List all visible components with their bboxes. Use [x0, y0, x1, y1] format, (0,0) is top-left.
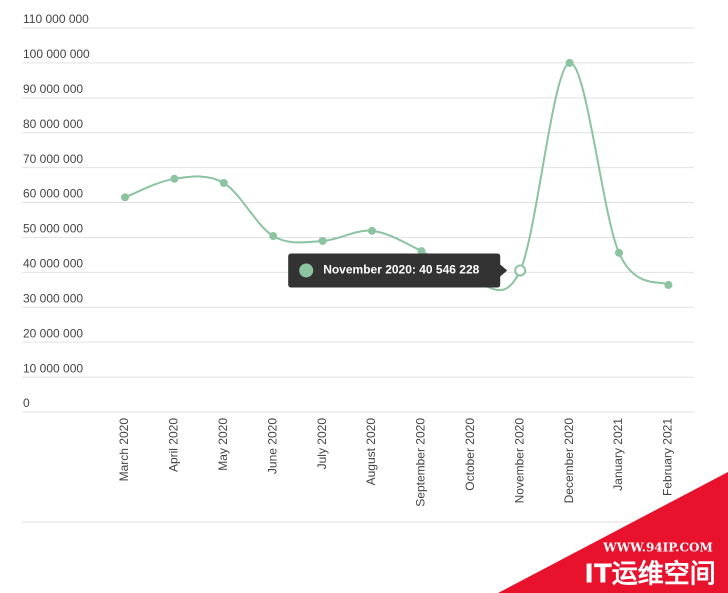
x-tick-label: April 2020 — [167, 418, 181, 472]
x-tick-label: October 2020 — [463, 418, 477, 491]
tooltip-swatch — [299, 263, 314, 278]
x-tick-label: January 2021 — [611, 418, 625, 491]
data-point — [121, 193, 129, 202]
x-tick-label: July 2020 — [315, 418, 329, 470]
x-tick-label: March 2020 — [117, 418, 131, 482]
y-tick-label: 60 000 000 — [23, 187, 83, 201]
data-point — [664, 280, 673, 289]
x-tick-label: August 2020 — [364, 418, 378, 486]
x-tick-label: February 2021 — [661, 418, 675, 496]
data-point — [368, 226, 376, 235]
x-tick-label: December 2020 — [562, 418, 576, 504]
x-tick-label: November 2020 — [512, 418, 526, 504]
data-point — [514, 264, 527, 277]
data-point — [615, 248, 623, 257]
tooltip-text: November 2020: 40 546 228 — [323, 263, 479, 277]
y-tick-label: 110 000 000 — [23, 12, 89, 26]
x-tick-label: June 2020 — [265, 418, 279, 474]
tooltip-box — [288, 253, 508, 288]
data-point — [318, 236, 327, 245]
y-tick-label: 80 000 000 — [23, 117, 83, 131]
x-tick-label: May 2020 — [216, 418, 230, 471]
watermark-name: IT运维空间 — [584, 559, 715, 590]
y-tick-label: 100 000 000 — [23, 47, 90, 61]
data-point — [170, 174, 179, 183]
data-point — [565, 58, 574, 67]
watermark-badge — [498, 472, 728, 593]
y-tick-label: 90 000 000 — [23, 82, 83, 96]
y-tick-label: 50 000 000 — [23, 222, 83, 236]
y-tick-label: 40 000 000 — [23, 257, 83, 271]
y-tick-label: 0 — [23, 396, 30, 410]
data-point — [417, 247, 426, 256]
data-point — [269, 232, 278, 241]
y-tick-label: 20 000 000 — [23, 326, 83, 340]
y-tick-label: 30 000 000 — [23, 291, 83, 305]
y-tick-label: 70 000 000 — [23, 152, 83, 166]
x-tick-label: September 2020 — [414, 418, 428, 507]
y-tick-label: 10 000 000 — [23, 361, 83, 375]
data-point — [219, 178, 228, 187]
watermark-url: WWW.94IP.COM — [602, 541, 713, 555]
tooltip: November 2020: 40 546 228 — [288, 253, 508, 288]
